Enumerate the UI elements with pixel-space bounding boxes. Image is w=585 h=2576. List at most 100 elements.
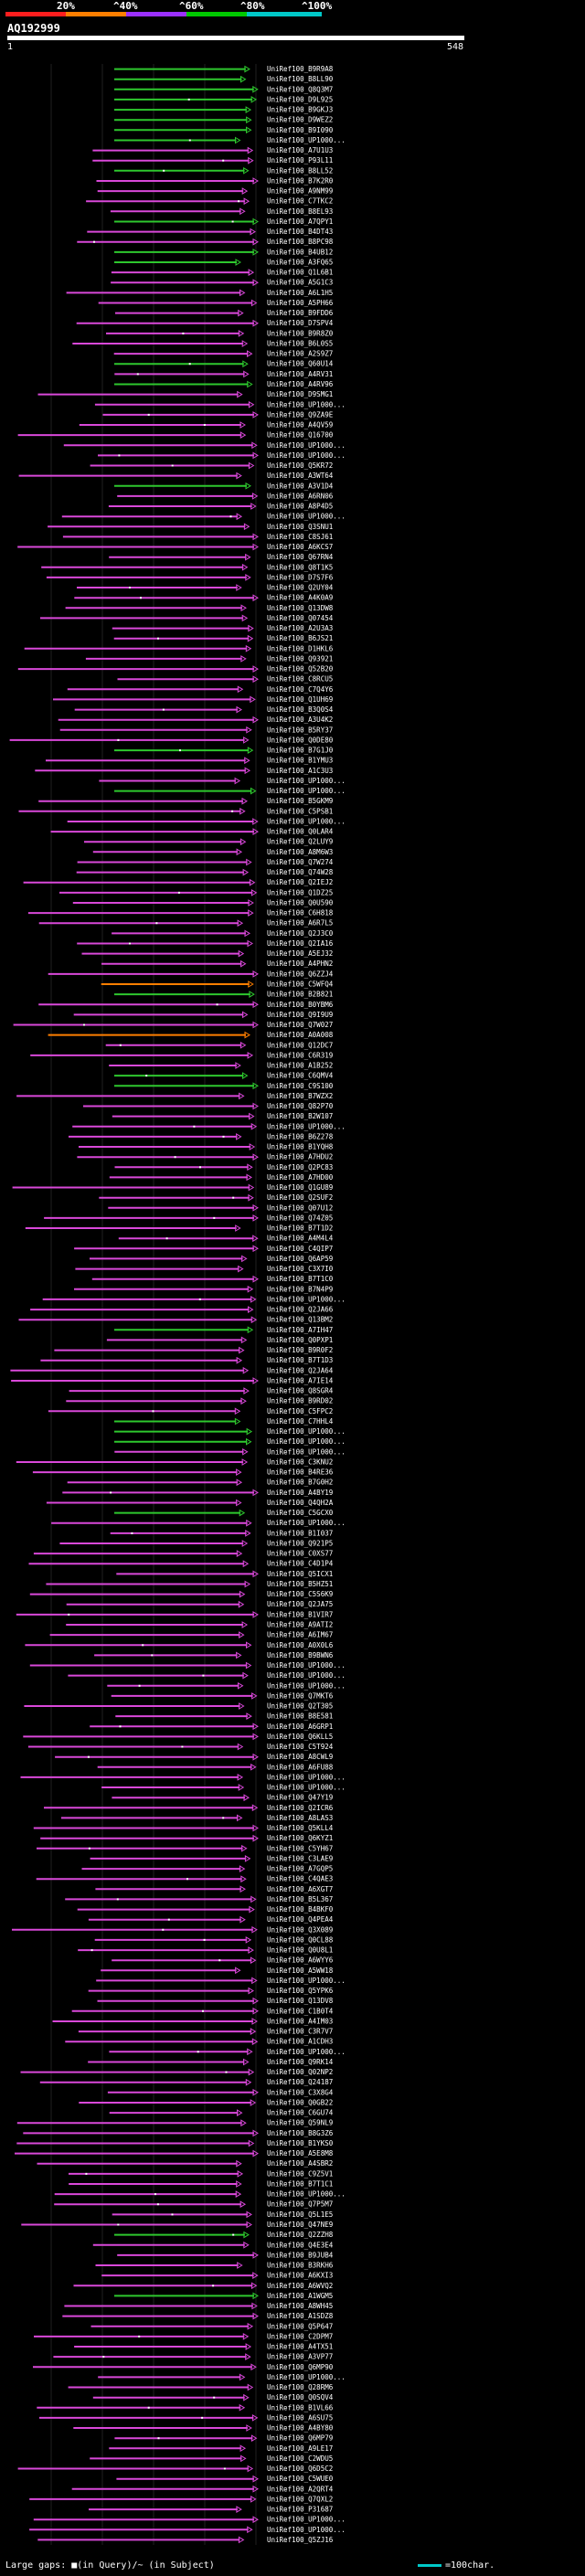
hit-row[interactable]: UniRef100_A1SDZ8 [62, 2312, 334, 2320]
hit-row[interactable]: UniRef100_A8CWL9 [55, 1753, 333, 1761]
hit-row[interactable]: UniRef100_Q13BM2 [18, 1316, 334, 1324]
hit-row[interactable]: UniRef100_B0YBM6 [38, 1001, 334, 1009]
hit-row[interactable]: UniRef100_Q2ZZH8 [114, 2231, 334, 2239]
hit-row[interactable]: UniRef100_C8SJ61 [62, 533, 333, 541]
hit-row[interactable]: UniRef100_Q0DE80 [9, 736, 334, 744]
hit-row[interactable]: UniRef100_A6L1H5 [66, 289, 334, 297]
hit-row[interactable]: UniRef100_Q9ZA9E [102, 410, 334, 419]
hit-label[interactable]: UniRef100_C2DPM7 [267, 2332, 333, 2340]
hit-row[interactable]: UniRef100_UP1000... [107, 1681, 346, 1690]
hit-row[interactable]: UniRef100_B4UB12 [114, 248, 333, 256]
hit-row[interactable]: UniRef100_C4D1P4 [28, 1560, 334, 1568]
hit-row[interactable]: UniRef100_B5L367 [65, 1895, 333, 1903]
hit-row[interactable]: UniRef100_A5EJ32 [81, 949, 334, 958]
hit-label[interactable]: UniRef100_UP1000... [267, 451, 346, 460]
hit-row[interactable]: UniRef100_UP1000... [101, 1784, 346, 1792]
hit-label[interactable]: UniRef100_A4TX51 [267, 2343, 333, 2351]
hit-row[interactable]: UniRef100_A6R7L5 [38, 919, 334, 928]
hit-label[interactable]: UniRef100_C5WUE0 [267, 2475, 334, 2483]
hit-label[interactable]: UniRef100_Q0GB22 [267, 2099, 333, 2107]
hit-label[interactable]: UniRef100_Q02NP2 [267, 2068, 333, 2076]
hit-row[interactable]: UniRef100_B1YMU3 [46, 757, 333, 765]
hit-row[interactable]: UniRef100_Q0LAR4 [50, 828, 334, 836]
hit-row[interactable]: UniRef100_A6WYY6 [112, 1956, 334, 1965]
hit-row[interactable]: UniRef100_C3X8G4 [107, 2088, 334, 2096]
hit-row[interactable]: UniRef100_UP1000... [109, 2048, 346, 2056]
hit-row[interactable]: UniRef100_B8LL52 [114, 166, 333, 175]
hit-row[interactable]: UniRef100_A7GQP5 [81, 1865, 334, 1873]
hit-label[interactable]: UniRef100_Q2ICR6 [267, 1804, 334, 1812]
hit-label[interactable]: UniRef100_B5GKM9 [267, 797, 333, 805]
hit-row[interactable]: UniRef100_Q47NE9 [21, 2221, 333, 2229]
hit-label[interactable]: UniRef100_UP1000... [267, 1122, 346, 1130]
hit-label[interactable]: UniRef100_Q67RN4 [267, 553, 334, 561]
hit-label[interactable]: UniRef100_C5T924 [267, 1743, 334, 1751]
hit-row[interactable]: UniRef100_Q4QH2A [46, 1499, 334, 1507]
hit-label[interactable]: UniRef100_A4SBR2 [267, 2159, 333, 2168]
hit-row[interactable]: UniRef100_A4IM03 [52, 2018, 334, 2026]
hit-row[interactable]: UniRef100_A9LE17 [109, 2444, 333, 2453]
hit-label[interactable]: UniRef100_UP1000... [267, 777, 346, 785]
hit-row[interactable]: UniRef100_UP1000... [20, 1773, 346, 1781]
hit-row[interactable]: UniRef100_D9SMG1 [37, 390, 334, 398]
hit-row[interactable]: UniRef100_B9JUB4 [117, 2251, 334, 2259]
hit-row[interactable]: UniRef100_Q47Y19 [112, 1794, 333, 1802]
hit-label[interactable]: UniRef100_UP1000... [267, 2516, 346, 2524]
hit-row[interactable]: UniRef100_B1VIR7 [16, 1610, 333, 1618]
hit-row[interactable]: UniRef100_Q4E3E4 [92, 2241, 334, 2249]
hit-row[interactable]: UniRef100_B9R0F2 [54, 1346, 333, 1354]
hit-label[interactable]: UniRef100_Q52B20 [267, 665, 334, 673]
hit-row[interactable]: UniRef100_B6JS21 [113, 634, 334, 642]
hit-row[interactable]: UniRef100_UP1000... [67, 818, 346, 826]
hit-label[interactable]: UniRef100_C3X7I0 [267, 1265, 334, 1273]
hit-row[interactable]: UniRef100_Q2JA75 [66, 1600, 334, 1608]
hit-label[interactable]: UniRef100_Q7W027 [267, 1021, 333, 1029]
hit-row[interactable]: UniRef100_B7T1D2 [25, 1224, 333, 1233]
hit-row[interactable]: UniRef100_B7G1J0 [114, 747, 334, 755]
hit-label[interactable]: UniRef100_Q1DZ25 [267, 888, 333, 896]
hit-label[interactable]: UniRef100_C1B0T4 [267, 2007, 334, 2015]
hit-row[interactable]: UniRef100_Q1L6B1 [111, 269, 333, 277]
hit-label[interactable]: UniRef100_C7Q4Y6 [267, 685, 334, 694]
hit-row[interactable]: UniRef100_B1I037 [110, 1529, 334, 1537]
hit-label[interactable]: UniRef100_Q6KYZ1 [267, 1834, 333, 1842]
hit-row[interactable]: UniRef100_A4QV59 [79, 421, 333, 429]
hit-row[interactable]: UniRef100_B9GKJ3 [114, 106, 333, 114]
hit-label[interactable]: UniRef100_A3V1D4 [267, 482, 334, 490]
hit-label[interactable]: UniRef100_C9S100 [267, 1082, 334, 1090]
hit-row[interactable]: UniRef100_B5RY37 [59, 726, 334, 734]
hit-row[interactable]: UniRef100_A4PHN2 [101, 959, 333, 968]
hit-label[interactable]: UniRef100_Q2ZZH8 [267, 2231, 334, 2239]
hit-row[interactable]: UniRef100_UP1000... [114, 1437, 346, 1446]
hit-label[interactable]: UniRef100_B8E581 [267, 1712, 333, 1721]
hit-row[interactable]: UniRef100_A6RN06 [117, 492, 334, 500]
hit-label[interactable]: UniRef100_A3WT64 [267, 472, 334, 480]
hit-row[interactable]: UniRef100_B4RE36 [32, 1468, 334, 1477]
hit-label[interactable]: UniRef100_Q12DC7 [267, 1041, 333, 1049]
hit-row[interactable]: UniRef100_B7G0H2 [67, 1479, 334, 1487]
hit-row[interactable]: UniRef100_UP1000... [114, 1427, 346, 1436]
hit-label[interactable]: UniRef100_Q07454 [267, 614, 334, 622]
hit-label[interactable]: UniRef100_A6RN06 [267, 492, 334, 500]
hit-row[interactable]: UniRef100_B1YKS0 [16, 2139, 334, 2147]
hit-label[interactable]: UniRef100_Q2IEJ2 [267, 878, 333, 886]
hit-label[interactable]: UniRef100_A1SDZ8 [267, 2312, 334, 2320]
hit-row[interactable]: UniRef100_Q74W28 [76, 868, 334, 876]
hit-row[interactable]: UniRef100_Q52B20 [17, 665, 334, 673]
hit-label[interactable]: UniRef100_A7GQP5 [267, 1865, 333, 1873]
hit-row[interactable]: UniRef100_B9FDD6 [115, 309, 334, 317]
hit-row[interactable]: UniRef100_C6H818 [27, 909, 334, 917]
hit-label[interactable]: UniRef100_B1VIR7 [267, 1610, 333, 1618]
hit-row[interactable]: UniRef100_UP1000... [98, 2373, 346, 2381]
hit-label[interactable]: UniRef100_Q74Z05 [267, 1214, 333, 1222]
hit-label[interactable]: UniRef100_A7HDU2 [267, 1153, 333, 1161]
hit-label[interactable]: UniRef100_B2B821 [267, 991, 333, 999]
hit-row[interactable]: UniRef100_C5PSB1 [18, 807, 334, 815]
hit-label[interactable]: UniRef100_Q6MP79 [267, 2434, 333, 2443]
hit-label[interactable]: UniRef100_A4QV59 [267, 421, 333, 429]
hit-row[interactable]: UniRef100_C6QMV4 [114, 1072, 334, 1080]
hit-row[interactable]: UniRef100_B7T1C0 [91, 1275, 334, 1283]
hit-row[interactable]: UniRef100_Q2JA66 [30, 1306, 334, 1314]
hit-label[interactable]: UniRef100_Q0U8L1 [267, 1946, 333, 1955]
hit-label[interactable]: UniRef100_B1YMU3 [267, 757, 333, 765]
